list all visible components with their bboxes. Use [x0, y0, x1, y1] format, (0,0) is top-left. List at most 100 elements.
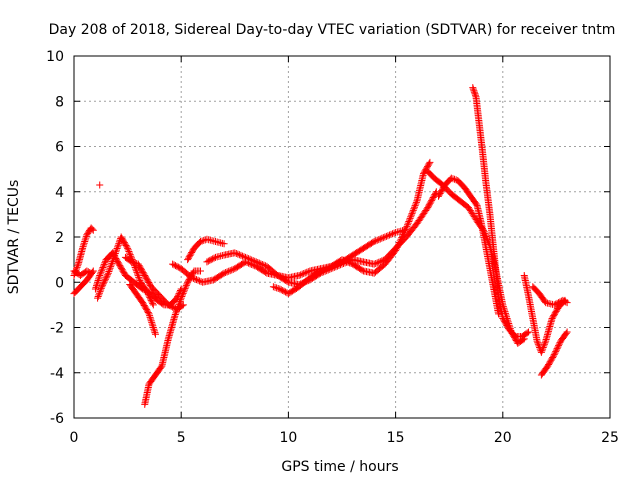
data-point	[173, 306, 181, 314]
data-point	[107, 263, 115, 271]
data-point	[375, 236, 383, 244]
data-points	[70, 84, 571, 408]
data-point	[401, 227, 409, 235]
data-point	[378, 234, 386, 242]
data-point	[469, 85, 477, 93]
data-point	[315, 268, 323, 276]
data-point	[194, 276, 202, 284]
data-point	[538, 347, 546, 355]
data-point	[346, 259, 354, 267]
data-point	[96, 270, 104, 278]
data-point	[147, 296, 155, 304]
data-point	[235, 251, 243, 259]
data-point	[373, 236, 381, 244]
data-point	[204, 257, 212, 265]
data-point	[393, 243, 401, 251]
data-point	[171, 262, 179, 270]
data-point	[562, 298, 570, 306]
data-point	[128, 258, 136, 266]
data-point	[405, 218, 413, 226]
data-point	[173, 262, 181, 270]
data-point	[126, 249, 134, 257]
data-point	[429, 194, 437, 202]
data-point	[232, 249, 240, 257]
data-point	[175, 299, 183, 307]
data-point	[280, 287, 288, 295]
data-point	[385, 231, 393, 239]
data-point	[326, 263, 334, 271]
data-point	[231, 249, 239, 257]
data-point	[220, 240, 228, 248]
x-tick-label: 10	[279, 430, 297, 446]
data-point	[108, 258, 116, 266]
data-point	[115, 240, 123, 248]
data-point	[283, 277, 291, 285]
x-axis-label: GPS time / hours	[281, 459, 398, 475]
data-point	[187, 273, 195, 281]
data-point	[193, 276, 201, 284]
data-point	[324, 264, 332, 272]
data-point	[338, 256, 346, 264]
data-point	[144, 309, 152, 317]
data-point	[114, 241, 122, 249]
data-point	[177, 294, 185, 302]
data-point	[225, 267, 233, 275]
data-point	[376, 235, 384, 243]
data-point	[223, 268, 231, 276]
data-point	[472, 200, 480, 208]
data-point	[340, 256, 348, 264]
data-point	[426, 158, 434, 166]
data-point	[166, 302, 174, 310]
data-point	[135, 273, 143, 281]
data-point	[402, 224, 410, 232]
data-point	[107, 261, 115, 269]
data-point	[178, 291, 186, 299]
data-point	[182, 281, 190, 289]
data-point	[101, 277, 109, 285]
data-point	[167, 302, 175, 310]
data-point	[392, 247, 400, 255]
data-point	[183, 280, 191, 288]
data-point	[144, 290, 152, 298]
data-point	[341, 257, 349, 265]
data-point	[534, 340, 542, 348]
data-point	[411, 202, 419, 210]
data-point	[91, 285, 99, 293]
data-point	[228, 266, 236, 274]
data-point	[81, 238, 89, 246]
data-point	[394, 242, 402, 250]
axis-ticks: 0 5 10 15 20 25 -6 -4 -2 0 2 4 6 8 10	[46, 49, 619, 446]
y-tick-label: -4	[50, 366, 64, 382]
data-point	[196, 267, 204, 275]
data-point	[86, 268, 94, 276]
data-point	[537, 348, 545, 356]
data-point	[243, 254, 251, 262]
data-point	[387, 230, 395, 238]
data-point	[560, 297, 568, 305]
x-tick-label: 15	[387, 430, 405, 446]
data-point	[80, 241, 88, 249]
data-point	[425, 202, 433, 210]
y-tick-label: 10	[46, 49, 64, 65]
data-point	[146, 293, 154, 301]
data-point	[399, 230, 407, 238]
data-point	[539, 345, 547, 353]
data-point	[181, 285, 189, 293]
data-point	[370, 260, 378, 268]
data-point	[132, 265, 140, 273]
data-point	[180, 286, 188, 294]
data-point	[110, 253, 118, 261]
data-point	[392, 245, 400, 253]
data-point	[262, 268, 270, 276]
data-point	[552, 346, 560, 354]
data-point	[131, 259, 139, 267]
data-point	[132, 267, 140, 275]
data-point	[81, 236, 89, 244]
data-point	[79, 244, 87, 252]
data-point	[238, 252, 246, 260]
data-point	[98, 267, 106, 275]
data-point	[127, 257, 135, 265]
data-point	[157, 363, 165, 371]
data-point	[146, 312, 154, 320]
data-point	[136, 277, 144, 285]
